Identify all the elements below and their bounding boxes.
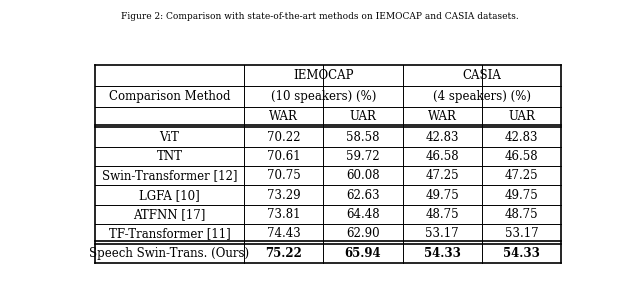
Text: 75.22: 75.22 — [265, 247, 302, 260]
Text: 47.25: 47.25 — [426, 169, 459, 182]
Text: UAR: UAR — [508, 110, 535, 123]
Text: 74.43: 74.43 — [267, 227, 301, 241]
Text: Speech Swin-Trans. (Ours): Speech Swin-Trans. (Ours) — [90, 247, 250, 260]
Text: 62.63: 62.63 — [346, 188, 380, 202]
Text: ViT: ViT — [159, 131, 179, 144]
Text: 46.58: 46.58 — [426, 150, 459, 163]
Text: 46.58: 46.58 — [505, 150, 538, 163]
Text: 48.75: 48.75 — [426, 208, 459, 221]
Text: WAR: WAR — [428, 110, 457, 123]
Text: 54.33: 54.33 — [503, 247, 540, 260]
Text: 54.33: 54.33 — [424, 247, 461, 260]
Text: 53.17: 53.17 — [426, 227, 459, 241]
Text: 60.08: 60.08 — [346, 169, 380, 182]
Text: 47.25: 47.25 — [505, 169, 538, 182]
Text: LGFA [10]: LGFA [10] — [139, 188, 200, 202]
Text: 42.83: 42.83 — [426, 131, 459, 144]
Text: (4 speakers) (%): (4 speakers) (%) — [433, 90, 531, 103]
Text: 64.48: 64.48 — [346, 208, 380, 221]
Text: 42.83: 42.83 — [505, 131, 538, 144]
Text: 53.17: 53.17 — [505, 227, 538, 241]
Text: Figure 2: Comparison with state-of-the-art methods on IEMOCAP and CASIA datasets: Figure 2: Comparison with state-of-the-a… — [121, 12, 519, 21]
Text: UAR: UAR — [349, 110, 376, 123]
Text: Comparison Method: Comparison Method — [109, 90, 230, 103]
Text: IEMOCAP: IEMOCAP — [293, 69, 353, 82]
Text: 65.94: 65.94 — [345, 247, 381, 260]
Text: 62.90: 62.90 — [346, 227, 380, 241]
Text: 73.81: 73.81 — [267, 208, 300, 221]
Text: 49.75: 49.75 — [426, 188, 459, 202]
Text: ATFNN [17]: ATFNN [17] — [133, 208, 205, 221]
Text: TF-Transformer [11]: TF-Transformer [11] — [109, 227, 230, 241]
Text: CASIA: CASIA — [463, 69, 501, 82]
Text: 59.72: 59.72 — [346, 150, 380, 163]
Text: 70.61: 70.61 — [267, 150, 301, 163]
Text: 48.75: 48.75 — [505, 208, 538, 221]
Text: 58.58: 58.58 — [346, 131, 380, 144]
Text: TNT: TNT — [156, 150, 182, 163]
Text: 70.22: 70.22 — [267, 131, 300, 144]
Text: Swin-Transformer [12]: Swin-Transformer [12] — [102, 169, 237, 182]
Text: 49.75: 49.75 — [504, 188, 538, 202]
Text: WAR: WAR — [269, 110, 298, 123]
Text: (10 speakers) (%): (10 speakers) (%) — [271, 90, 376, 103]
Text: 73.29: 73.29 — [267, 188, 301, 202]
Text: 70.75: 70.75 — [267, 169, 301, 182]
